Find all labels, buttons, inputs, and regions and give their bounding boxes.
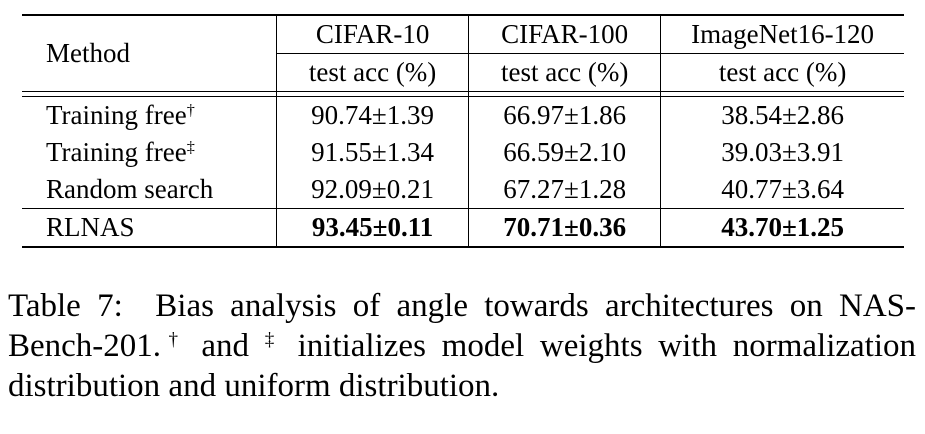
caption-text-b: and	[185, 328, 265, 364]
value-cell: 90.74±1.39	[276, 96, 469, 134]
value-cell: 66.59±2.10	[468, 134, 661, 171]
table-row: Training free‡ 91.55±1.34 66.59±2.10 39.…	[22, 134, 904, 171]
dagger-mark: †	[161, 329, 186, 351]
dataset-header-cifar10: CIFAR-10	[276, 14, 469, 54]
caption-label: Table 7:	[8, 288, 123, 324]
metric-header-cifar100: test acc (%)	[468, 53, 661, 92]
table-header-row: Method CIFAR-10 CIFAR-100 ImageNet16-120	[22, 14, 904, 92]
method-cell: Training free†	[46, 100, 195, 130]
double-dagger-mark: ‡	[264, 329, 282, 351]
method-cell: Random search	[46, 174, 214, 204]
metric-header-cifar10: test acc (%)	[276, 53, 469, 92]
dataset-header-cifar100: CIFAR-100	[468, 14, 661, 54]
value-cell: 66.97±1.86	[468, 96, 661, 134]
results-table: Method CIFAR-10 CIFAR-100 ImageNet16-120…	[22, 14, 904, 248]
value-cell-best: 93.45±0.11	[276, 208, 469, 248]
value-cell-best: 43.70±1.25	[660, 208, 904, 248]
double-rule	[22, 91, 904, 97]
method-cell: Training free‡	[46, 137, 195, 167]
dagger-mark: †	[186, 101, 195, 120]
table-row: Random search 92.09±0.21 67.27±1.28 40.7…	[22, 171, 904, 209]
value-cell: 91.55±1.34	[276, 134, 469, 171]
value-cell: 40.77±3.64	[660, 171, 904, 209]
value-cell: 38.54±2.86	[660, 96, 904, 134]
value-cell: 92.09±0.21	[276, 171, 469, 209]
table-caption: Table 7: Bias analysis of angle towards …	[8, 286, 916, 406]
value-cell-best: 70.71±0.36	[468, 208, 661, 248]
table-row: Training free† 90.74±1.39 66.97±1.86 38.…	[22, 96, 904, 134]
method-cell: RLNAS	[22, 208, 277, 248]
dataset-header-imagenet16: ImageNet16-120	[660, 14, 904, 54]
value-cell: 39.03±3.91	[660, 134, 904, 171]
double-dagger-mark: ‡	[186, 138, 195, 157]
metric-header-imagenet16: test acc (%)	[660, 53, 904, 92]
results-table-container: Method CIFAR-10 CIFAR-100 ImageNet16-120…	[22, 14, 904, 248]
caption-text-c: initializes model weights with normaliza…	[8, 328, 917, 404]
metric-header-row: test acc (%) test acc (%) test acc (%)	[22, 53, 904, 92]
method-header: Method	[22, 14, 277, 92]
value-cell: 67.27±1.28	[468, 171, 661, 209]
table-row: RLNAS 93.45±0.11 70.71±0.36 43.70±1.25	[22, 208, 904, 248]
caption-text-a: Bias analysis of angle towards architect…	[8, 288, 917, 364]
